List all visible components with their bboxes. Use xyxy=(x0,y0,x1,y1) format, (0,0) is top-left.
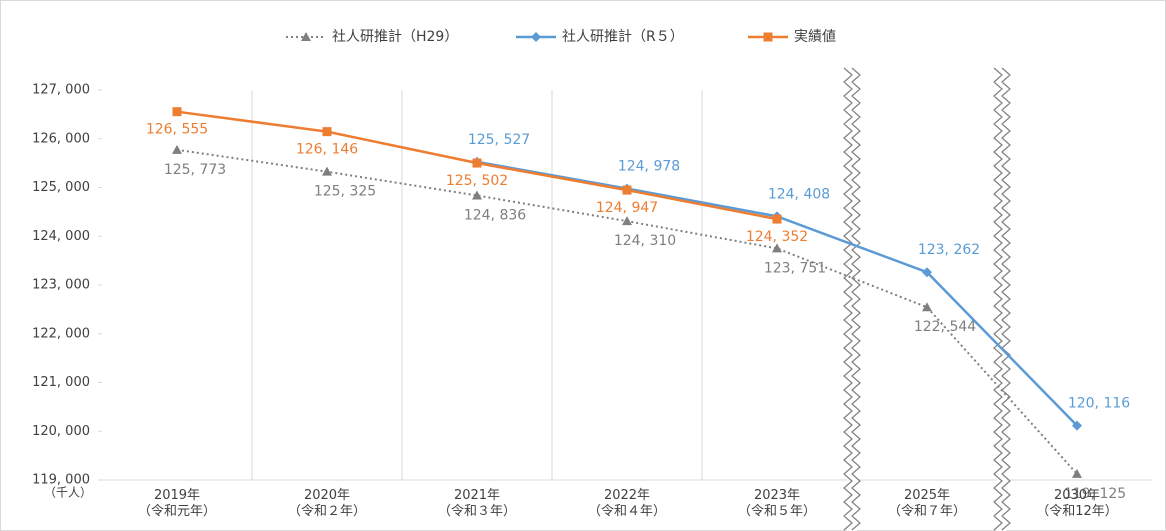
data-label: 124, 947 xyxy=(596,200,658,216)
marker xyxy=(1072,420,1082,431)
y-tick-label: 126, 000 xyxy=(32,131,90,146)
x-tick-label: 2020年 （令和２年） xyxy=(287,488,366,519)
data-label: 124, 310 xyxy=(614,233,676,249)
x-tick-label: 2030年 （令和12年） xyxy=(1036,488,1118,519)
marker xyxy=(1072,468,1082,478)
marker xyxy=(172,144,182,154)
x-tick-label: 2021年 （令和３年） xyxy=(437,488,516,519)
data-label: 126, 146 xyxy=(296,142,358,158)
marker xyxy=(772,243,782,253)
axis-break xyxy=(1001,67,1011,531)
axis-break xyxy=(851,67,861,531)
y-tick-label: 122, 000 xyxy=(32,326,90,341)
data-label: 126, 555 xyxy=(146,122,208,138)
y-unit: （千人） xyxy=(44,486,92,500)
y-tick-label: 124, 000 xyxy=(32,229,90,244)
data-label: 125, 502 xyxy=(446,173,508,189)
data-label: 125, 527 xyxy=(468,132,530,148)
marker xyxy=(322,166,332,176)
data-label: 125, 773 xyxy=(164,162,226,178)
legend-label: 社人研推計（H29） xyxy=(332,29,458,45)
data-label: 124, 978 xyxy=(618,159,680,175)
x-tick-label: 2023年 （令和５年） xyxy=(737,488,816,519)
y-tick-label: 119, 000 xyxy=(32,473,90,488)
marker xyxy=(472,158,482,168)
marker xyxy=(322,127,332,137)
axis-break xyxy=(843,67,853,531)
data-label: 124, 352 xyxy=(746,229,808,245)
marker xyxy=(922,267,932,278)
y-tick-label: 127, 000 xyxy=(32,83,90,98)
data-label: 124, 408 xyxy=(768,186,830,202)
data-label: 123, 262 xyxy=(918,242,980,258)
y-tick-label: 123, 000 xyxy=(32,278,90,293)
data-label: 119, 125 xyxy=(1064,486,1126,502)
marker xyxy=(622,216,632,226)
data-label: 123, 751 xyxy=(764,260,826,276)
marker xyxy=(622,185,632,195)
marker xyxy=(772,214,782,224)
data-label: 122, 544 xyxy=(914,319,976,335)
marker xyxy=(763,32,773,42)
data-label: 120, 116 xyxy=(1068,396,1130,412)
legend-label: 社人研推計（R５） xyxy=(562,29,684,45)
y-tick-label: 120, 000 xyxy=(32,424,90,439)
data-label: 125, 325 xyxy=(314,184,376,200)
marker xyxy=(922,302,932,312)
y-tick-label: 121, 000 xyxy=(32,375,90,390)
data-label: 124, 836 xyxy=(464,207,526,223)
x-tick-label: 2022年 （令和４年） xyxy=(587,488,666,519)
x-tick-label: 2019年 （令和元年） xyxy=(137,488,216,519)
y-tick-label: 125, 000 xyxy=(32,180,90,195)
marker xyxy=(172,107,182,117)
marker xyxy=(531,32,541,42)
marker xyxy=(301,32,311,41)
x-tick-label: 2025年 （令和７年） xyxy=(887,488,966,519)
legend-label: 実績値 xyxy=(794,29,836,45)
marker xyxy=(472,190,482,200)
axis-break xyxy=(993,67,1003,531)
